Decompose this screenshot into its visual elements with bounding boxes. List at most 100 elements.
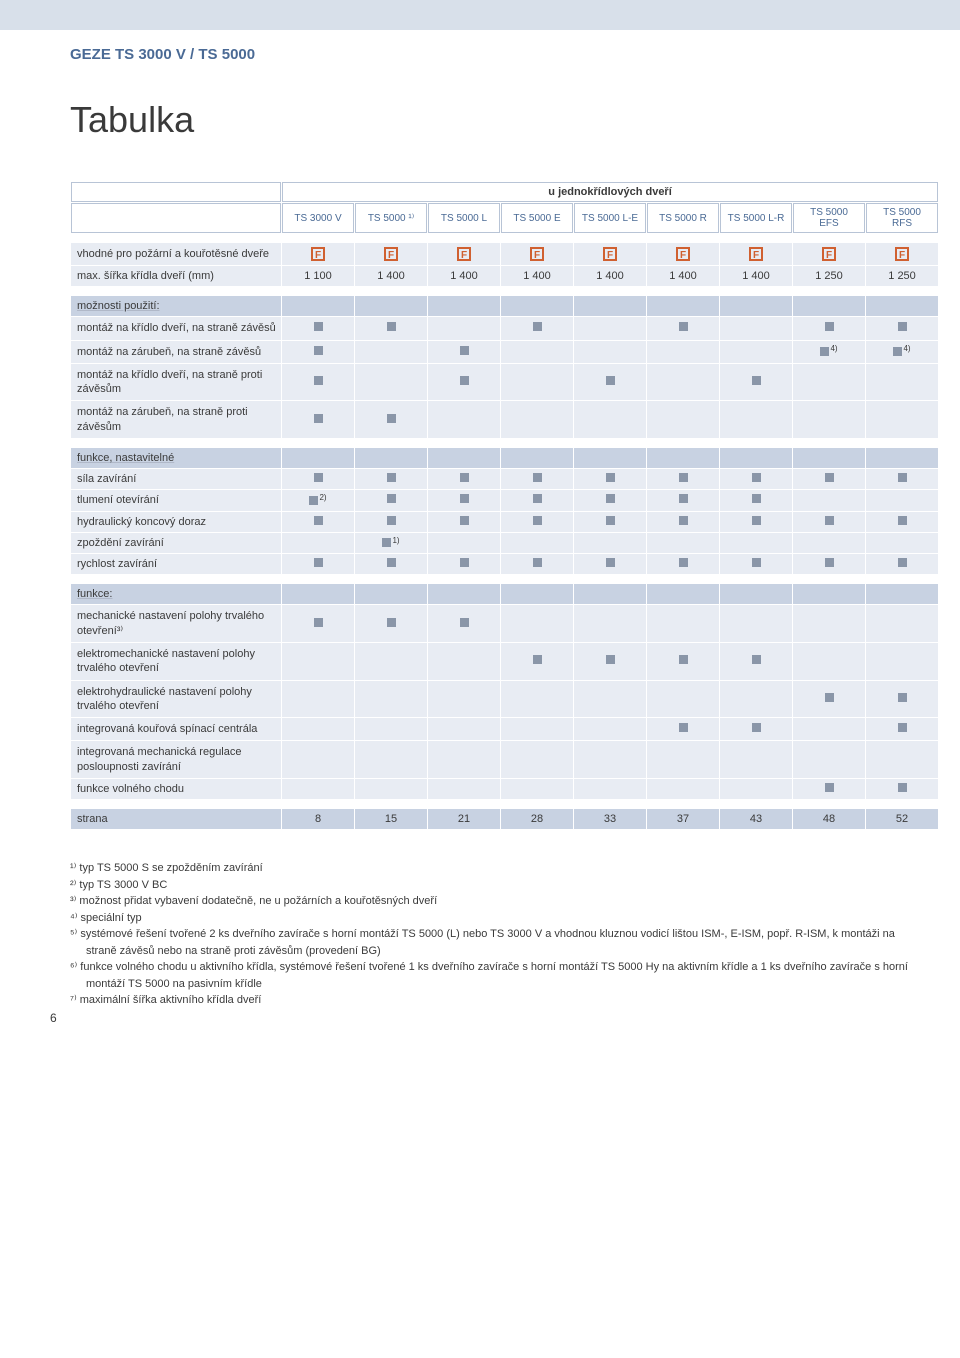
table-cell xyxy=(866,490,938,511)
square-icon xyxy=(533,516,542,525)
table-cell xyxy=(647,341,719,363)
table-cell xyxy=(501,364,573,401)
table-cell xyxy=(355,554,427,574)
square-icon xyxy=(606,494,615,503)
square-icon xyxy=(752,723,761,732)
fire-icon: F xyxy=(822,247,836,261)
square-icon xyxy=(460,516,469,525)
square-icon xyxy=(898,516,907,525)
square-sup: 4) xyxy=(830,344,837,353)
table-cell xyxy=(428,718,500,740)
section-label: možnosti použití: xyxy=(71,296,281,316)
square-icon xyxy=(533,322,542,331)
table-cell xyxy=(428,490,500,511)
square-icon xyxy=(898,783,907,792)
row-f3: hydraulický koncový doraz xyxy=(71,512,938,532)
table-cell xyxy=(793,490,865,511)
row-m2: montáž na zárubeň, na straně závěsů 4)4) xyxy=(71,341,938,363)
table-cell xyxy=(720,469,792,489)
square-icon xyxy=(460,346,469,355)
square-icon xyxy=(752,494,761,503)
square-icon xyxy=(314,473,323,482)
table-cell xyxy=(355,401,427,438)
square-icon xyxy=(898,558,907,567)
footnote: ⁴⁾ speciální typ xyxy=(70,910,910,927)
square-icon xyxy=(387,558,396,567)
square-icon xyxy=(387,322,396,331)
table-cell xyxy=(428,681,500,718)
square-icon xyxy=(314,558,323,567)
table-cell xyxy=(574,317,646,339)
table-cell xyxy=(647,681,719,718)
footnote: ⁷⁾ maximální šířka aktivního křídla dveř… xyxy=(70,992,910,1009)
table-cell xyxy=(647,490,719,511)
row-f1: síla zavírání xyxy=(71,469,938,489)
table-cell xyxy=(720,779,792,799)
col-hdr: TS 3000 V xyxy=(282,203,354,233)
fire-icon: F xyxy=(603,247,617,261)
table-cell xyxy=(282,469,354,489)
table-cell xyxy=(793,718,865,740)
square-icon xyxy=(314,346,323,355)
table-cell: F xyxy=(355,243,427,265)
page: GEZE TS 3000 V / TS 5000 Tabulka u jedno… xyxy=(0,0,960,1049)
square-icon xyxy=(387,516,396,525)
row-g3: elektrohydraulické nastavení polohy trva… xyxy=(71,681,938,718)
fire-icon: F xyxy=(384,247,398,261)
table-cell xyxy=(866,364,938,401)
table-cell xyxy=(866,317,938,339)
square-icon xyxy=(606,558,615,567)
table-cell xyxy=(720,605,792,642)
table-cell xyxy=(355,490,427,511)
row-label: max. šířka křídla dveří (mm) xyxy=(71,266,281,286)
table-cell xyxy=(793,364,865,401)
table-cell xyxy=(355,643,427,680)
table-cell xyxy=(282,681,354,718)
table-cell xyxy=(866,469,938,489)
square-icon xyxy=(533,473,542,482)
table-cell: F xyxy=(501,243,573,265)
u-title-row: u jednokřídlových dveří xyxy=(71,182,938,202)
table-cell xyxy=(866,401,938,438)
square-icon xyxy=(606,376,615,385)
table-cell xyxy=(282,533,354,554)
table-cell xyxy=(720,490,792,511)
table-cell xyxy=(501,741,573,778)
table-cell xyxy=(574,490,646,511)
square-icon xyxy=(752,655,761,664)
table-cell xyxy=(647,643,719,680)
table-cell xyxy=(793,469,865,489)
fire-icon: F xyxy=(749,247,763,261)
col-hdr: TS 5000 RFS xyxy=(866,203,938,233)
table-cell xyxy=(355,469,427,489)
square-icon xyxy=(752,516,761,525)
square-sup: 1) xyxy=(392,536,399,545)
table-cell: 1) xyxy=(355,533,427,554)
table-cell xyxy=(574,401,646,438)
table-cell xyxy=(720,681,792,718)
table-cell xyxy=(647,533,719,554)
table-cell xyxy=(866,779,938,799)
table-cell xyxy=(574,718,646,740)
table-cell xyxy=(501,643,573,680)
fire-icon: F xyxy=(676,247,690,261)
table-cell xyxy=(501,401,573,438)
col-hdr: TS 5000 L-E xyxy=(574,203,646,233)
square-icon xyxy=(387,473,396,482)
table-cell xyxy=(793,681,865,718)
col-hdr: TS 5000 ¹⁾ xyxy=(355,203,427,233)
footnote: ⁶⁾ funkce volného chodu u aktivního kříd… xyxy=(70,959,910,992)
page-title: Tabulka xyxy=(70,99,910,141)
top-band xyxy=(0,0,960,30)
table-cell xyxy=(501,533,573,554)
table-cell: F xyxy=(793,243,865,265)
square-icon xyxy=(825,516,834,525)
col-hdr: TS 5000 L xyxy=(428,203,500,233)
square-icon xyxy=(460,376,469,385)
footnote: ²⁾ typ TS 3000 V BC xyxy=(70,877,910,894)
table-cell xyxy=(282,554,354,574)
table-cell xyxy=(428,605,500,642)
square-sup: 4) xyxy=(903,344,910,353)
table-cell: 4) xyxy=(866,341,938,363)
square-icon xyxy=(387,414,396,423)
